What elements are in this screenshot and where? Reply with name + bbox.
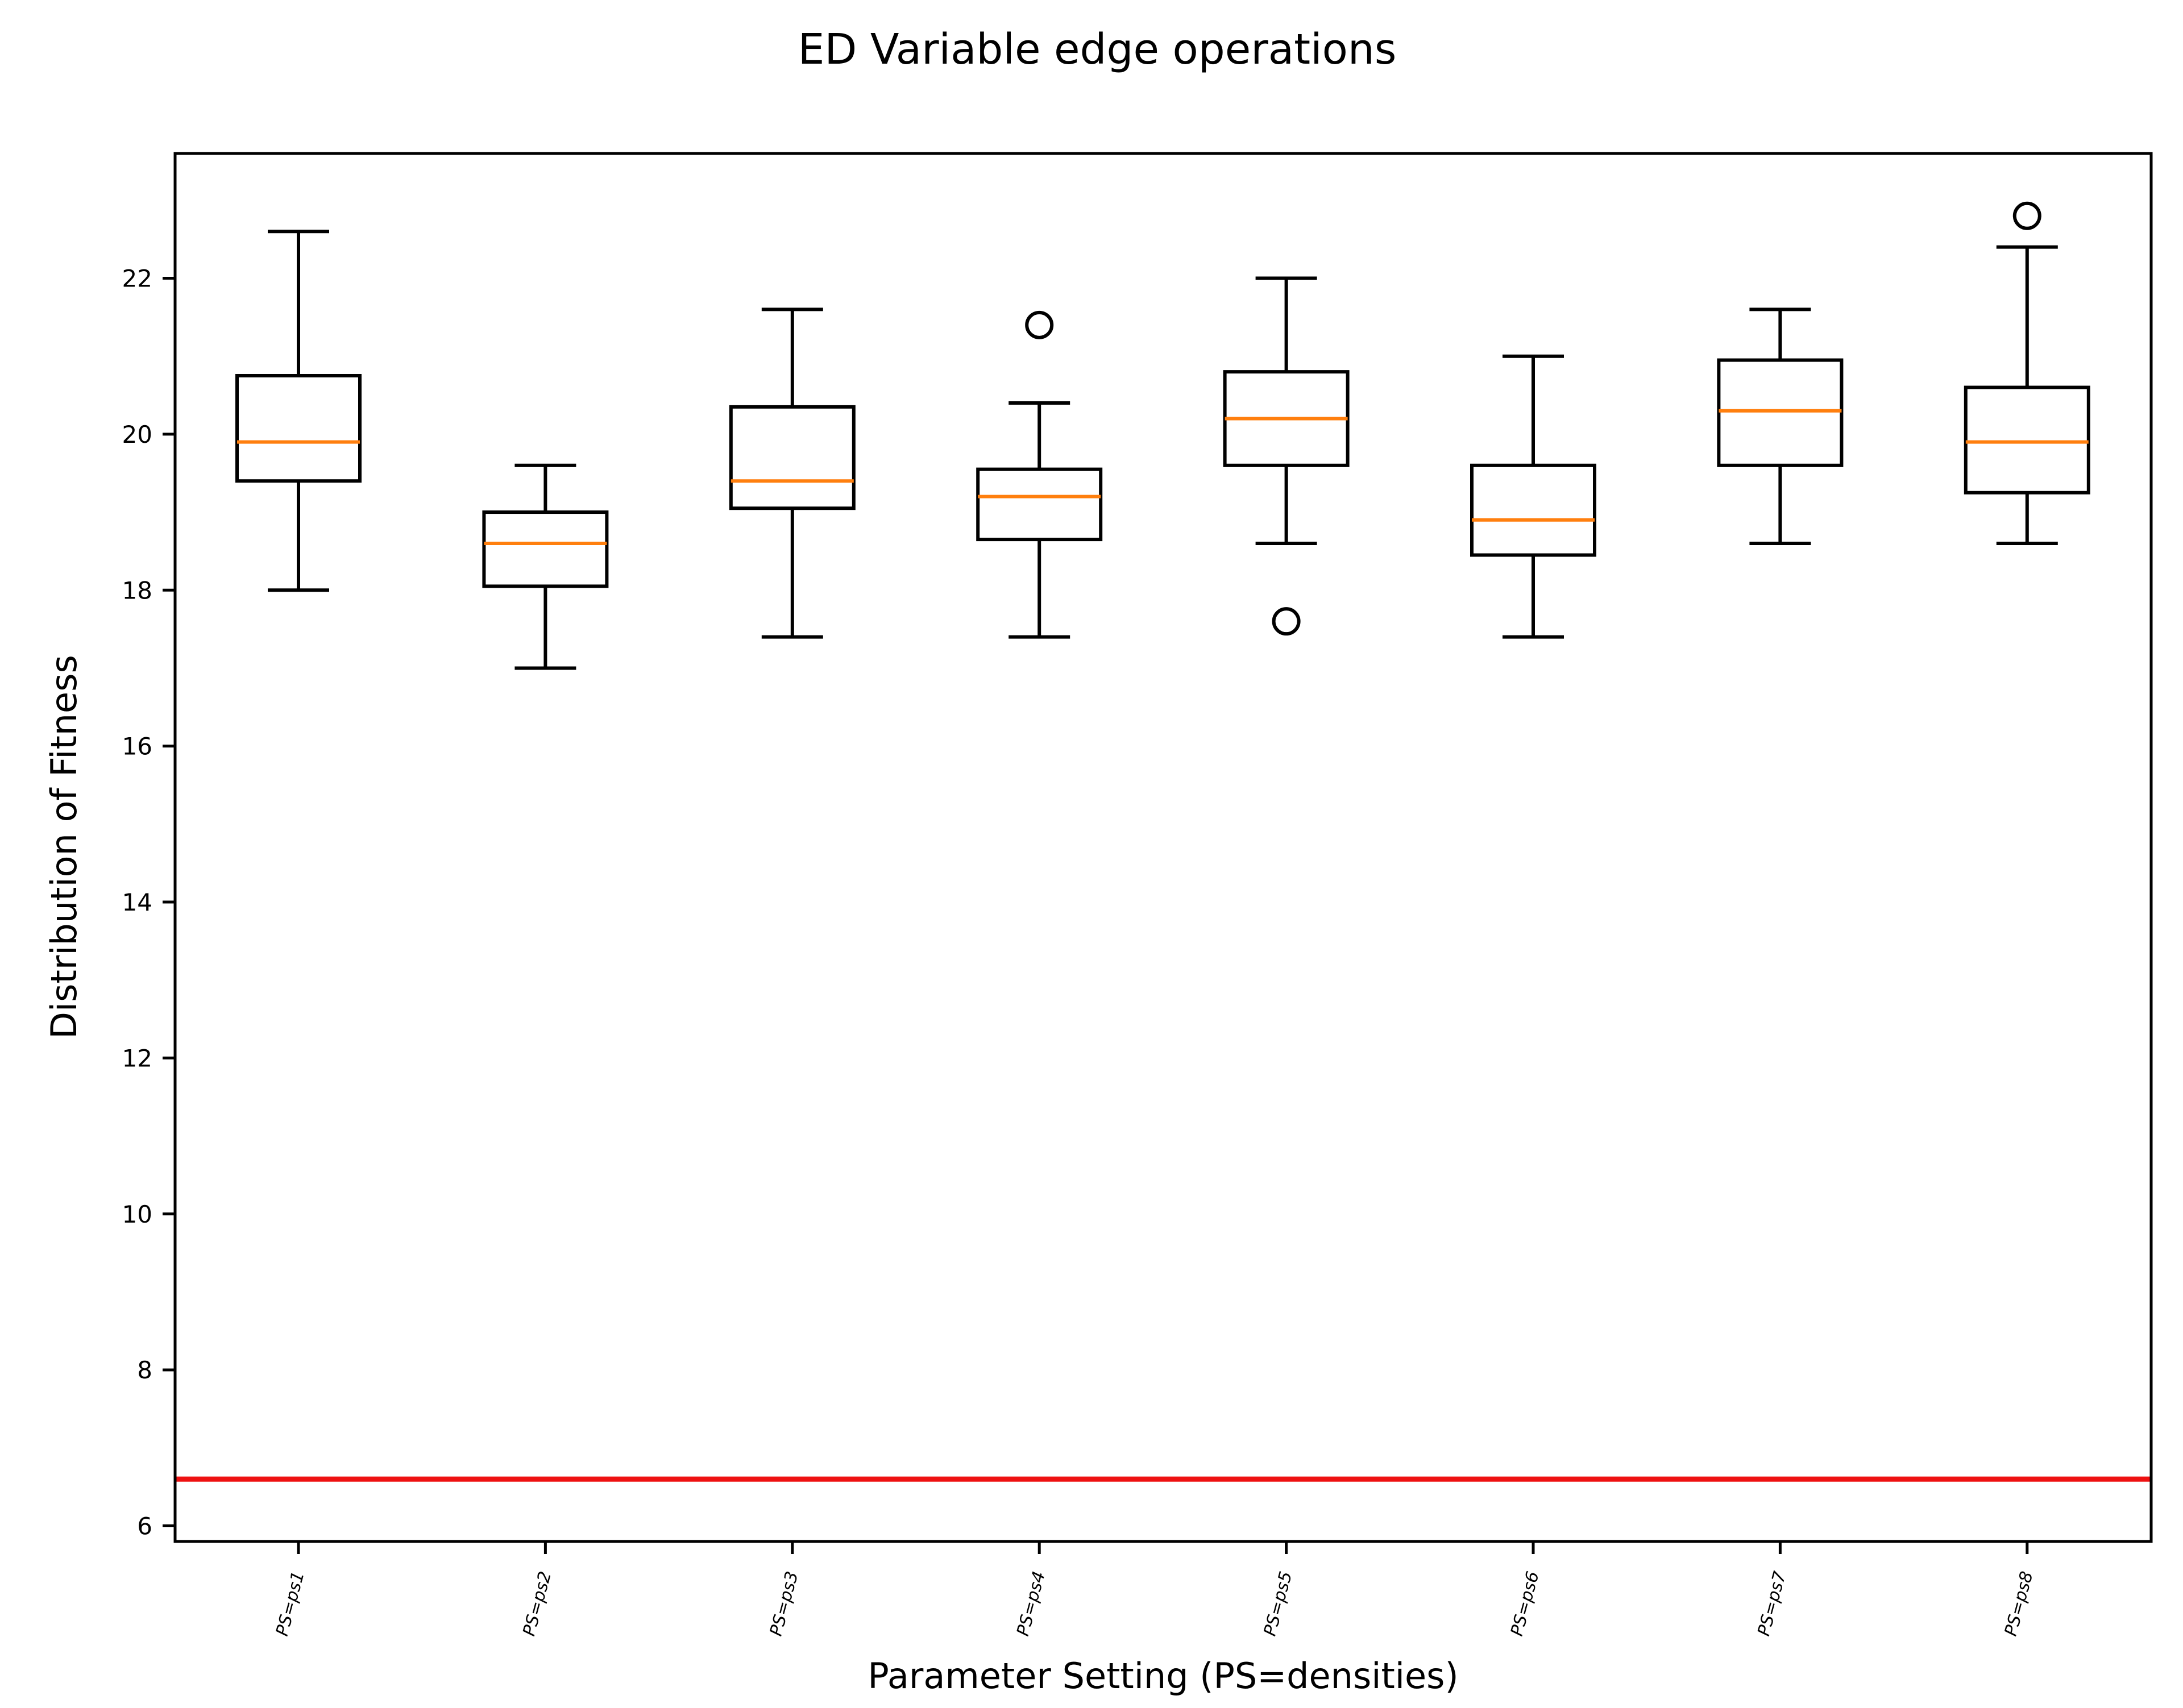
x-tick-label: PS=ps6 <box>1507 1569 1543 1638</box>
x-tick-label: PS=ps4 <box>1013 1569 1049 1638</box>
box-outlier <box>1025 310 1054 339</box>
chart-title: ED Variable edge operations <box>798 25 1397 74</box>
box-outlier <box>1272 607 1301 636</box>
x-tick-label: PS=ps1 <box>272 1569 309 1638</box>
y-tick-label: 22 <box>122 265 152 293</box>
box-body <box>729 405 856 510</box>
y-axis-label: Distribution of Fitness <box>43 655 85 1039</box>
plot-frame <box>173 152 2153 1543</box>
x-tick-label: PS=ps3 <box>766 1569 803 1638</box>
box-body <box>1717 358 1844 467</box>
y-tick-label: 16 <box>122 733 152 761</box>
y-tick-label: 12 <box>122 1044 152 1072</box>
y-tick-label: 10 <box>122 1200 152 1228</box>
y-tick-label: 8 <box>137 1356 152 1384</box>
x-tick-label: PS=ps8 <box>2001 1569 2037 1638</box>
box-body <box>1470 463 1596 557</box>
x-tick-label: PS=ps2 <box>519 1569 555 1638</box>
y-tick-label: 6 <box>137 1512 152 1540</box>
y-tick-label: 14 <box>122 888 152 916</box>
y-tick-label: 18 <box>122 576 152 604</box>
box-body <box>1964 385 2090 494</box>
x-axis-label: Parameter Setting (PS=densities) <box>868 1655 1458 1697</box>
plot-area: 6 8 10 12 14 16 18 20 22 PS=ps1 PS=ps2 PS=ps3 PS=ps4… <box>122 201 2151 1638</box>
x-tick-label: PS=ps5 <box>1260 1569 1296 1638</box>
box-body <box>482 510 609 588</box>
box-body <box>235 373 362 483</box>
box-body <box>976 467 1103 542</box>
y-tick-label: 20 <box>122 421 152 448</box>
x-tick-label: PS=ps7 <box>1754 1569 1790 1638</box>
box-outlier <box>2012 201 2041 230</box>
